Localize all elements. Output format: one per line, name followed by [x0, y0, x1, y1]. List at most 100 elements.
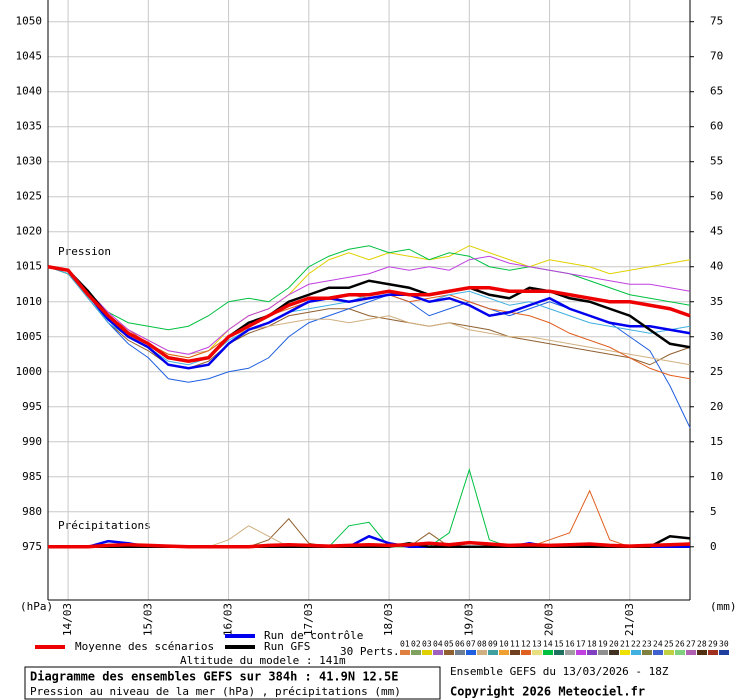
y-tick-label: 1035 — [16, 120, 43, 133]
legend-label: 13 — [532, 640, 542, 649]
y-tick-label: 1050 — [16, 15, 43, 28]
y2-tick-label: 60 — [710, 120, 723, 133]
chart-subtitle: Pression au niveau de la mer (hPa) , pré… — [30, 685, 401, 698]
pressure-line — [47, 266, 691, 380]
y-tick-label: 1000 — [16, 365, 43, 378]
legend-swatch — [598, 650, 608, 655]
legend-swatch — [653, 650, 663, 655]
legend-swatch — [477, 650, 487, 655]
y2-tick-label: 5 — [710, 505, 717, 518]
y2-tick-label: 0 — [710, 540, 717, 553]
legend-swatch — [510, 650, 520, 655]
copyright: Copyright 2026 Meteociel.fr — [450, 685, 645, 699]
y2-tick-label: 50 — [710, 190, 723, 203]
legend-swatch — [708, 650, 718, 655]
legend-swatch — [499, 650, 509, 655]
legend-label: 27 — [686, 640, 696, 649]
legend-label: 29 — [708, 640, 718, 649]
legend-label: 02 — [411, 640, 421, 649]
legend-swatch — [697, 650, 707, 655]
x-tick-label: 18/03 — [382, 603, 395, 636]
y-tick-label: 975 — [22, 540, 42, 553]
y-tick-label: 1020 — [16, 225, 43, 238]
legend-label: 05 — [444, 640, 454, 649]
legend-label: Moyenne des scénarios — [75, 640, 214, 653]
y2-tick-label: 10 — [710, 470, 723, 483]
x-tick-label: 15/03 — [141, 603, 154, 636]
y2-tick-label: 35 — [710, 295, 723, 308]
y2-tick-label: 20 — [710, 400, 723, 413]
run-label: Ensemble GEFS du 13/03/2026 - 18Z — [450, 665, 669, 678]
x-tick-label: 19/03 — [462, 603, 475, 636]
legend-label: 09 — [488, 640, 498, 649]
y-tick-label: 1005 — [16, 330, 43, 343]
y-tick-label: 985 — [22, 470, 42, 483]
legend-swatch — [532, 650, 542, 655]
y-tick-label: 1010 — [16, 295, 43, 308]
legend-swatch — [620, 650, 630, 655]
legend-label: 21 — [620, 640, 630, 649]
y2-tick-label: 65 — [710, 85, 723, 98]
precip-line — [48, 540, 691, 549]
y2-tick-label: 75 — [710, 15, 723, 28]
x-tick-label: 21/03 — [623, 603, 636, 636]
legend-swatch — [719, 650, 729, 655]
y2-tick-label: 25 — [710, 365, 723, 378]
legend-label: 03 — [422, 640, 432, 649]
legend-label: 15 — [554, 640, 564, 649]
precip-label: Précipitations — [58, 519, 151, 532]
legend-label: Run GFS — [264, 640, 310, 653]
legend-label: 06 — [455, 640, 465, 649]
pressure-line — [47, 255, 691, 355]
legend-swatch — [433, 650, 443, 655]
legend-label: 22 — [631, 640, 641, 649]
legend-label: 25 — [664, 640, 674, 649]
legend-swatch — [642, 650, 652, 655]
y2-tick-label: 40 — [710, 260, 723, 273]
y-tick-label: 1030 — [16, 155, 43, 168]
chart-title: Diagramme des ensembles GEFS sur 384h : … — [30, 670, 398, 684]
legend-swatch — [411, 650, 421, 655]
y2-tick-label: 55 — [710, 155, 723, 168]
x-tick-label: 17/03 — [302, 603, 315, 636]
pressure-label: Pression — [58, 245, 111, 258]
y-tick-label: 1025 — [16, 190, 43, 203]
y2-axis-label: (mm) — [710, 600, 737, 613]
y2-tick-label: 45 — [710, 225, 723, 238]
legend-swatch — [576, 650, 586, 655]
legend-label: Run de contrôle — [264, 629, 363, 642]
legend-label: 30 — [719, 640, 729, 649]
y-tick-label: 980 — [22, 505, 42, 518]
legend-swatch — [543, 650, 553, 655]
pressure-line — [47, 265, 691, 364]
legend-label: 08 — [477, 640, 487, 649]
legend-label: 23 — [642, 640, 652, 649]
legend-swatch — [488, 650, 498, 655]
legend-swatch — [664, 650, 674, 655]
y2-tick-label: 30 — [710, 330, 723, 343]
legend-label: 20 — [609, 640, 619, 649]
legend-swatch — [422, 650, 432, 655]
y-tick-label: 1040 — [16, 85, 43, 98]
x-tick-label: 16/03 — [222, 603, 235, 636]
legend-swatch — [444, 650, 454, 655]
legend-swatch — [455, 650, 465, 655]
legend-label: 18 — [587, 640, 597, 649]
perturbations-label: 30 Perts. — [340, 645, 400, 658]
y-axis-label: (hPa) — [20, 600, 53, 613]
legend-swatch — [686, 650, 696, 655]
legend-label: 17 — [576, 640, 586, 649]
pressure-line — [47, 245, 691, 331]
y-tick-label: 1045 — [16, 50, 43, 63]
altitude-label: Altitude du modele : 141m — [180, 654, 346, 667]
legend-swatch — [521, 650, 531, 655]
pressure-line — [47, 266, 691, 428]
legend-swatch — [675, 650, 685, 655]
legend-swatch — [565, 650, 575, 655]
y-tick-label: 1015 — [16, 260, 43, 273]
pressure-line — [47, 266, 691, 369]
legend-label: 28 — [697, 640, 707, 649]
legend-swatch — [554, 650, 564, 655]
pressure-line — [47, 265, 691, 370]
